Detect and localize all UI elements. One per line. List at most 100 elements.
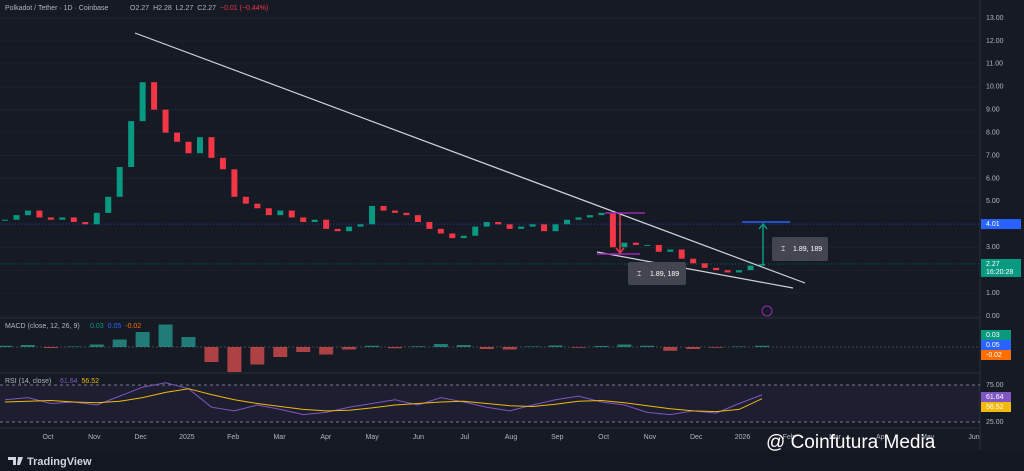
brand: TradingView <box>27 456 92 468</box>
macd-bar <box>502 347 517 350</box>
macd-bar <box>365 345 380 347</box>
candle <box>747 265 754 271</box>
x-tick-label: Dec <box>690 434 703 441</box>
candle <box>564 219 571 225</box>
icon: ⌶ <box>781 246 785 253</box>
candle <box>346 226 353 232</box>
macd-bar <box>617 344 632 347</box>
trendline <box>134 32 806 284</box>
macd-bar <box>663 347 678 351</box>
macd-bar <box>548 345 563 347</box>
candle <box>736 270 743 273</box>
candle <box>724 270 731 273</box>
candle <box>311 219 318 223</box>
candle <box>208 137 215 158</box>
candle <box>47 217 54 220</box>
candle <box>495 222 502 225</box>
candle <box>621 242 628 248</box>
candle <box>70 217 77 223</box>
indicator-legends: 0.03 0.05 -0.02 61.64 56.52 <box>60 323 141 385</box>
macd-bar <box>66 346 81 347</box>
x-tick-label: Apr <box>320 434 332 441</box>
macd-legend-value: 0.05 <box>108 323 122 330</box>
macd-bar <box>410 346 425 347</box>
macd-bar <box>20 345 35 347</box>
y-tick-label: 9.00 <box>986 107 1000 114</box>
candle <box>759 263 765 266</box>
candle <box>506 224 513 229</box>
ohlc-value: O2.27 <box>130 5 149 12</box>
y-tick-label: 3.00 <box>986 244 1000 251</box>
symbol-title: Polkadot / Tether · 1D · Coinbase <box>5 5 108 12</box>
y-tick-label: 75.00 <box>986 382 1004 389</box>
x-tick-label: Feb <box>783 434 795 441</box>
arrow-head <box>615 247 625 255</box>
macd-bar <box>273 347 288 357</box>
x-tick-label: Feb <box>227 434 239 441</box>
candle <box>139 82 146 122</box>
macd-bar <box>640 345 655 347</box>
candle <box>598 212 605 216</box>
ohlc-value: L2.27 <box>176 5 194 12</box>
candle <box>219 157 226 170</box>
price-badge-label: 2.27 <box>986 261 1000 268</box>
price-badge-label: 4.01 <box>986 221 1000 228</box>
measure-box <box>772 237 828 261</box>
macd-bar <box>296 347 311 352</box>
macd-bar <box>456 345 471 347</box>
macd-bar <box>135 332 150 347</box>
macd-bar <box>755 345 769 347</box>
macd-bar <box>181 337 196 347</box>
x-tick-label: Nov <box>644 434 657 441</box>
x-tick-label: Oct <box>43 434 54 441</box>
candle <box>254 203 261 209</box>
x-tick-label: Dec <box>134 434 147 441</box>
candle <box>426 222 433 229</box>
candle <box>713 267 720 271</box>
macd-bar <box>342 347 357 350</box>
ohlc-legend: O2.27 H2.28 L2.27 C2.27 −0.01 (−0.44%) <box>130 5 268 12</box>
macd-bar <box>43 347 58 348</box>
candle <box>357 224 364 227</box>
x-tick-label: Sep <box>551 434 564 441</box>
candle <box>59 217 66 220</box>
candle <box>391 210 398 213</box>
y-tick-label: 6.00 <box>986 175 1000 182</box>
candle <box>323 219 330 229</box>
measure-box <box>628 262 686 285</box>
x-tick-label: Mar <box>273 434 286 441</box>
plots <box>0 82 980 416</box>
countdown: 16:20:28 <box>986 269 1013 276</box>
candle <box>678 249 685 259</box>
candle <box>518 226 525 229</box>
x-tick-label: Mar <box>829 434 842 441</box>
candle <box>380 205 387 211</box>
candle <box>529 224 536 227</box>
candle <box>242 196 249 204</box>
annotation: 1.89, 189 <box>793 246 822 253</box>
y-tick-label: 25.00 <box>986 419 1004 426</box>
candle <box>231 169 238 197</box>
ohlc-value: H2.28 <box>153 5 172 12</box>
y-tick-label: 10.00 <box>986 84 1004 91</box>
macd-bar <box>227 347 242 372</box>
candle <box>701 263 708 268</box>
icon: ⌶ <box>637 271 641 278</box>
y-tick-label: 8.00 <box>986 129 1000 136</box>
candle <box>185 141 192 154</box>
candle <box>541 224 548 232</box>
candle <box>116 167 123 197</box>
candle <box>655 244 662 252</box>
rsi-line <box>4 382 763 416</box>
macd-bar <box>0 345 12 347</box>
candle <box>586 215 593 218</box>
candle <box>82 222 89 225</box>
x-tick-label: May <box>921 434 935 441</box>
macd-bar <box>112 339 127 347</box>
candle <box>667 249 674 252</box>
arrow-head <box>758 222 768 230</box>
macd-bar <box>89 344 104 347</box>
candle <box>151 82 158 110</box>
rsi-title: RSI (14, close) <box>5 378 51 385</box>
candle <box>609 212 616 248</box>
